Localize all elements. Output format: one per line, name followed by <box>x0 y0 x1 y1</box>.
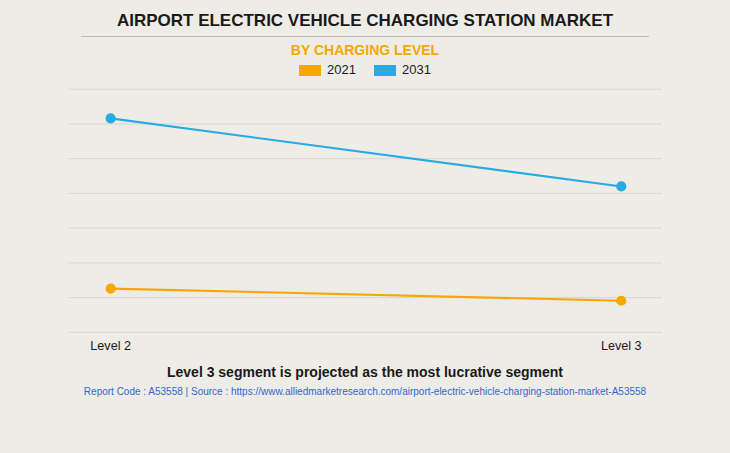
svg-text:Level 3: Level 3 <box>601 339 642 353</box>
html-text:Level 3 segment is projected a: Level 3 segment is projected as the most… <box>167 364 563 380</box>
html-text:2021: 2021 <box>327 62 356 77</box>
html-text:BY CHARGING LEVEL: BY CHARGING LEVEL <box>290 42 440 58</box>
svg-text:Level 2: Level 2 <box>90 339 131 353</box>
html-text:AIRPORT ELECTRIC VEHICLE CHARG: AIRPORT ELECTRIC VEHICLE CHARGING STATIO… <box>116 11 614 30</box>
html-text:2031: 2031 <box>402 62 431 77</box>
html-text:Report Code : A53558 | Source: Report Code : A53558 | Source : https://… <box>83 386 647 397</box>
